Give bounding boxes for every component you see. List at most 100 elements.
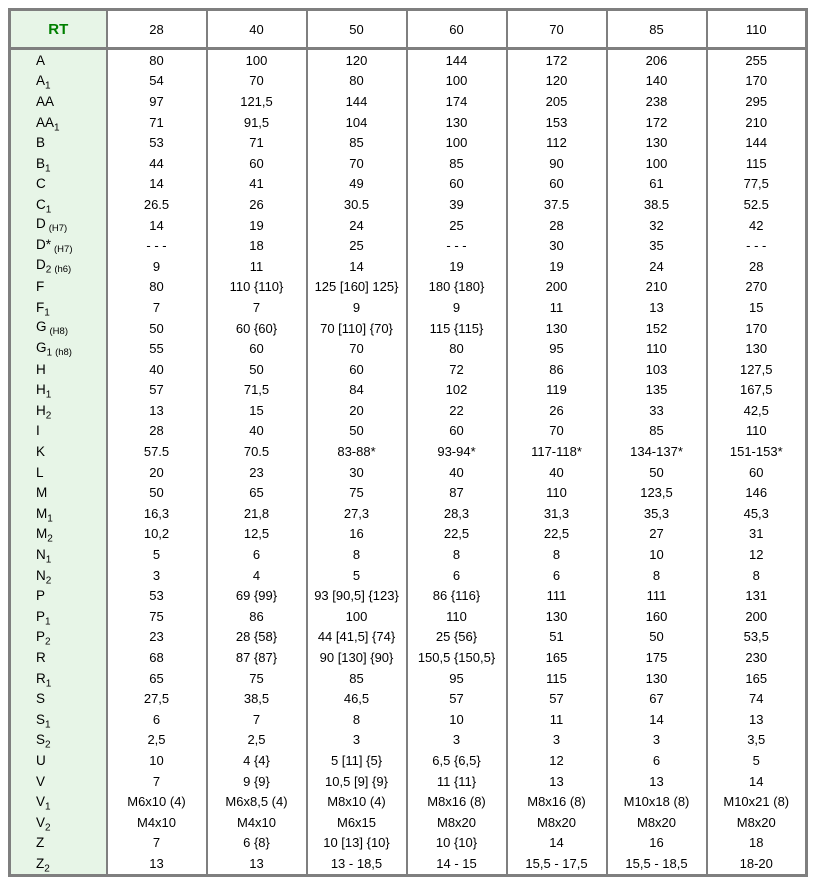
table-cell: 238 — [605, 91, 708, 112]
table-cell: 18 — [705, 832, 808, 854]
table-cell: M8x20 — [405, 811, 508, 833]
table-cell: 14 — [605, 709, 708, 730]
table-cell: 27,3 — [305, 503, 408, 524]
table-cell: 12 — [705, 544, 808, 565]
row-label-tolerance-note: (h6) — [54, 264, 72, 276]
table-cell: 7 — [105, 297, 208, 318]
table-cell: 71 — [205, 132, 308, 153]
row-label-base: B — [36, 135, 46, 151]
table-cell: 53,5 — [705, 626, 808, 648]
table-cell: 80 — [105, 46, 208, 71]
row-label: P2 — [8, 626, 108, 648]
table-cell: 80 — [305, 70, 408, 92]
table-cell: 130 — [605, 667, 708, 689]
table-cell: 19 — [505, 255, 608, 277]
table-cell: 2,5 — [105, 729, 208, 751]
table-cell: 24 — [305, 214, 408, 236]
table-row: A 80 100 120 144 172 206 255 — [8, 46, 808, 71]
table-row: K 57.5 70.5 83-88* 93-94* 117-118* 134-137* 151… — [8, 441, 808, 462]
table-cell: M8x16 (8) — [405, 791, 508, 812]
table-cell: 70.5 — [205, 441, 308, 462]
table-cell: 18-20 — [705, 853, 808, 876]
table-cell: 100 — [205, 46, 308, 71]
table-row: R 68 87 {87} 90 [130] {90} 150,5 {150,5} 165 1… — [8, 647, 808, 668]
table-cell: 115 — [705, 152, 808, 174]
table-cell: 6 — [205, 544, 308, 565]
row-label: M1 — [8, 503, 108, 524]
table-row: M2 10,2 12,5 16 22,5 22,5 27 31 — [8, 523, 808, 545]
table-cell: 110 — [505, 482, 608, 504]
table-cell: 40 — [405, 461, 508, 483]
table-cell: 10 {10} — [405, 832, 508, 854]
row-label-base: V — [36, 814, 46, 830]
table-cell: 3,5 — [705, 729, 808, 751]
table-cell: 11 — [205, 255, 308, 277]
row-label-base: I — [36, 423, 40, 439]
row-label-tolerance-note: (H7) — [54, 243, 73, 255]
table-cell: 19 — [405, 255, 508, 277]
table-cell: 150,5 {150,5} — [405, 647, 508, 668]
table-corner-rt: RT — [8, 8, 108, 50]
table-cell: 100 — [305, 606, 408, 627]
table-cell: 40 — [505, 461, 608, 483]
table-cell: 125 [160] 125} — [305, 276, 408, 298]
table-cell: 20 — [105, 461, 208, 483]
table-cell: 44 [41,5] {74} — [305, 626, 408, 648]
table-row: AA1 71 91,5 104 130 153 172 210 — [8, 111, 808, 133]
table-cell: 38,5 — [205, 688, 308, 709]
table-row: N1 5 6 8 8 8 10 12 — [8, 544, 808, 565]
table-cell: 60 — [405, 173, 508, 195]
table-cell: 200 — [705, 606, 808, 627]
table-cell: 69 {99} — [205, 585, 308, 607]
table-row: M1 16,3 21,8 27,3 28,3 31,3 35,3 45,3 — [8, 503, 808, 524]
table-cell: 3 — [605, 729, 708, 751]
table-cell: M4x10 — [105, 811, 208, 833]
table-cell: 72 — [405, 358, 508, 380]
row-label: U — [8, 750, 108, 771]
table-row: AA 97 121,5 144 174 205 238 295 — [8, 91, 808, 112]
table-row: D* (H7) - - -18 25- - -30 35- - - — [8, 235, 808, 256]
row-label-base: F — [36, 299, 45, 315]
table-cell: 57.5 — [105, 441, 208, 462]
table-cell: 15 — [705, 297, 808, 318]
table-cell: M8x16 (8) — [505, 791, 608, 812]
table-cell: 31,3 — [505, 503, 608, 524]
table-cell: 121,5 — [205, 91, 308, 112]
table-cell: 9 — [405, 297, 508, 318]
row-label: G (H8) — [8, 317, 108, 339]
table-cell: 130 — [405, 111, 508, 133]
table-cell: 27 — [605, 523, 708, 545]
table-cell: 83-88* — [305, 441, 408, 462]
row-label-base: V — [36, 794, 46, 810]
table-cell: 70 [110] {70} — [305, 317, 408, 339]
row-label-subscript: 1 — [45, 554, 52, 565]
table-cell: 5 — [105, 544, 208, 565]
table-cell: 14 — [705, 770, 808, 792]
table-cell: 22 — [405, 400, 508, 421]
table-cell: 13 — [105, 853, 208, 876]
row-label: B — [8, 132, 108, 153]
column-header: 50 — [305, 8, 408, 50]
table-row: I 28 40 50 60 70 85 110 — [8, 420, 808, 442]
row-label-base: P — [36, 608, 46, 624]
table-cell: 50 — [605, 461, 708, 483]
row-label: S1 — [8, 709, 108, 730]
table-cell: 100 — [605, 152, 708, 174]
row-label: R — [8, 647, 108, 668]
table-cell: 50 — [105, 482, 208, 504]
table-cell: 111 — [605, 585, 708, 607]
table-cell: 3 — [505, 729, 608, 751]
table-cell: 119 — [505, 379, 608, 401]
table-cell: 15 — [205, 400, 308, 421]
table-cell: - - - — [705, 235, 808, 256]
table-cell: 60 — [205, 152, 308, 174]
table-cell: 97 — [105, 91, 208, 112]
table-cell: 50 — [605, 626, 708, 648]
table-cell: 6,5 {6,5} — [405, 750, 508, 771]
table-cell: 33 — [605, 400, 708, 421]
row-label-tolerance-note: (H8) — [49, 326, 68, 338]
row-label-subscript: 2 — [44, 863, 50, 875]
table-cell: 270 — [705, 276, 808, 298]
table-cell: 86 — [505, 358, 608, 380]
